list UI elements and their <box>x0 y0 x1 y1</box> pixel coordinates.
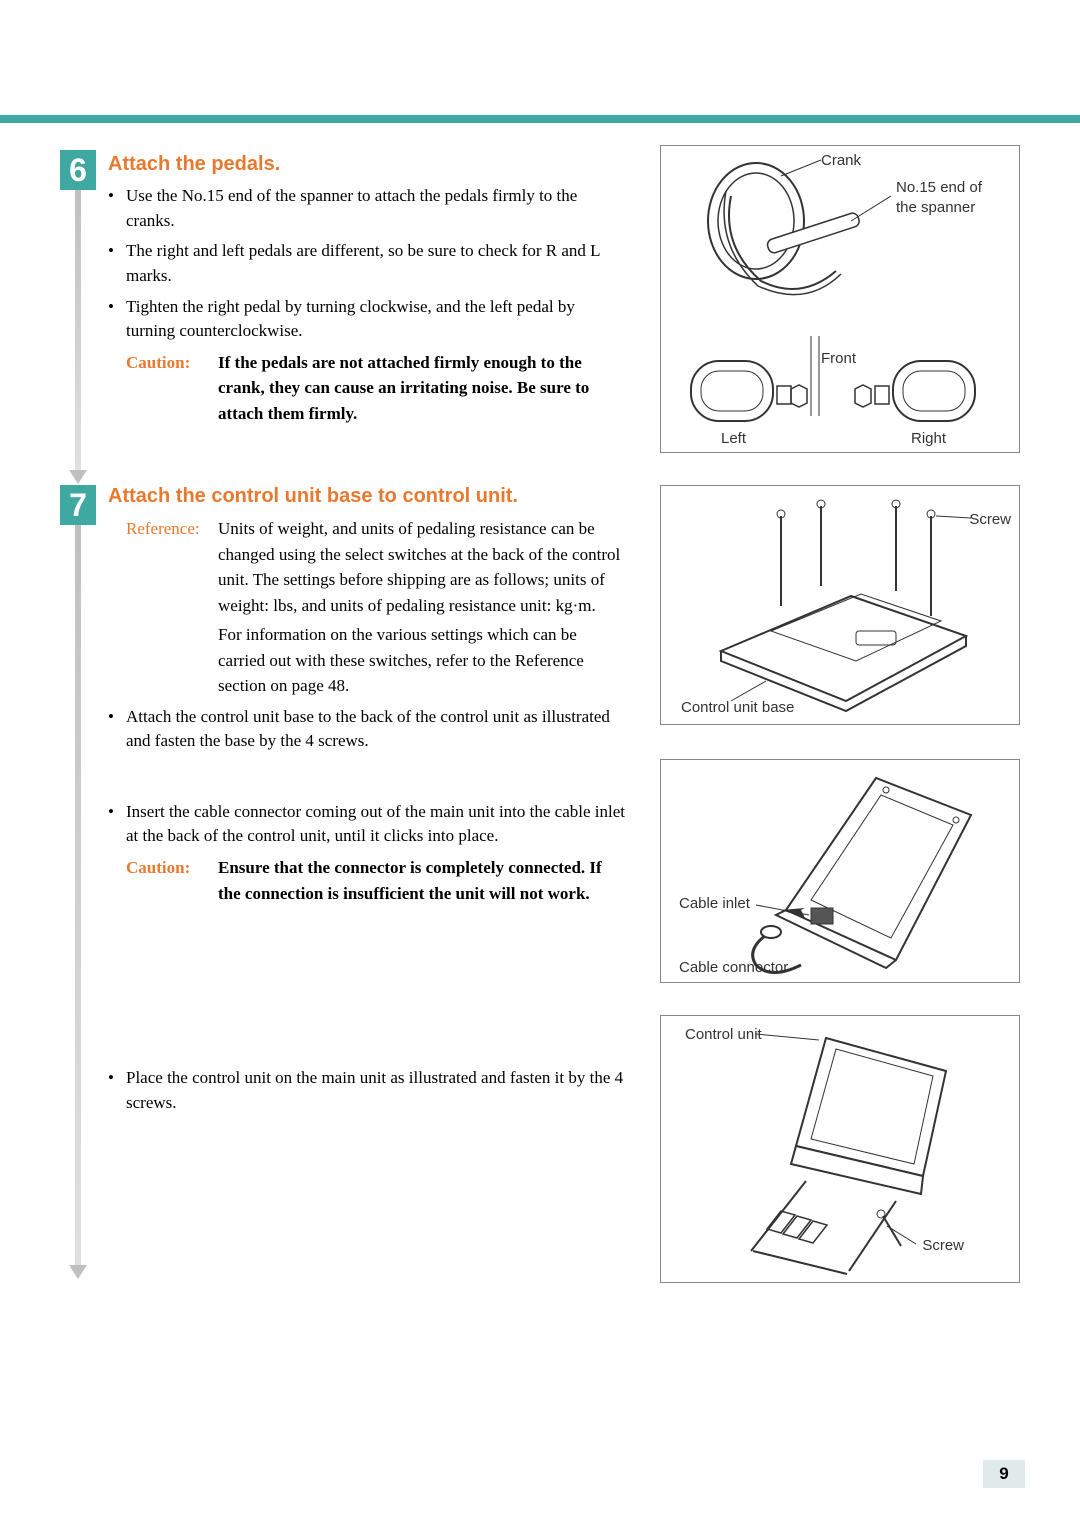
label-left: Left <box>721 430 746 447</box>
step-7-bullet-1: • Attach the control unit base to the ba… <box>108 705 628 754</box>
step-7-content: Attach the control unit base to control … <box>108 485 628 1121</box>
page-number: 9 <box>983 1460 1025 1488</box>
label-front: Front <box>821 350 856 367</box>
step-7-arrow-icon <box>69 1265 87 1279</box>
step-7-caution: Caution: Ensure that the connector is co… <box>126 855 628 906</box>
control-unit-base-diagram-icon <box>661 486 1019 724</box>
label-spanner: No.15 end of the spanner <box>896 178 1006 217</box>
step-7-connector-line <box>75 525 81 1265</box>
label-control-unit-base: Control unit base <box>681 699 794 716</box>
header-bar <box>0 115 1080 123</box>
step-6-title: Attach the pedals. <box>108 153 628 176</box>
label-control-unit: Control unit <box>685 1026 762 1043</box>
step-6-connector-line <box>75 190 81 470</box>
step-7-bullet-3: • Place the control unit on the main uni… <box>108 1066 628 1115</box>
control-unit-mount-diagram-icon <box>661 1016 1019 1282</box>
label-screw-1: Screw <box>969 511 1011 528</box>
step-7-figure-cable: Cable inlet Cable connector <box>660 759 1020 983</box>
step-7-title: Attach the control unit base to control … <box>108 485 628 508</box>
step-7-number: 7 <box>60 485 96 525</box>
label-screw-2: Screw <box>922 1237 964 1254</box>
step-6-figure: Crank No.15 end of the spanner Front Lef… <box>660 145 1020 453</box>
step-6-caution: Caution: If the pedals are not attached … <box>126 350 628 427</box>
label-cable-inlet: Cable inlet <box>679 895 750 912</box>
step-6-arrow-icon <box>69 470 87 484</box>
step-7-figure-mount: Control unit Screw <box>660 1015 1020 1283</box>
step-6-content: Attach the pedals. • Use the No.15 end o… <box>108 153 628 426</box>
label-right: Right <box>911 430 946 447</box>
step-7-figure-base: Screw Control unit base <box>660 485 1020 725</box>
step-7-bullet-2: • Insert the cable connector coming out … <box>108 800 628 849</box>
cable-inlet-diagram-icon <box>661 760 1019 982</box>
step-6-bullet-1: • Use the No.15 end of the spanner to at… <box>108 184 628 233</box>
label-crank: Crank <box>821 152 861 169</box>
step-6-bullet-3: • Tighten the right pedal by turning clo… <box>108 295 628 344</box>
step-6-number: 6 <box>60 150 96 190</box>
label-cable-connector: Cable connector <box>679 959 788 976</box>
step-6-bullet-2: • The right and left pedals are differen… <box>108 239 628 288</box>
step-7-reference: Reference: Units of weight, and units of… <box>126 516 628 699</box>
